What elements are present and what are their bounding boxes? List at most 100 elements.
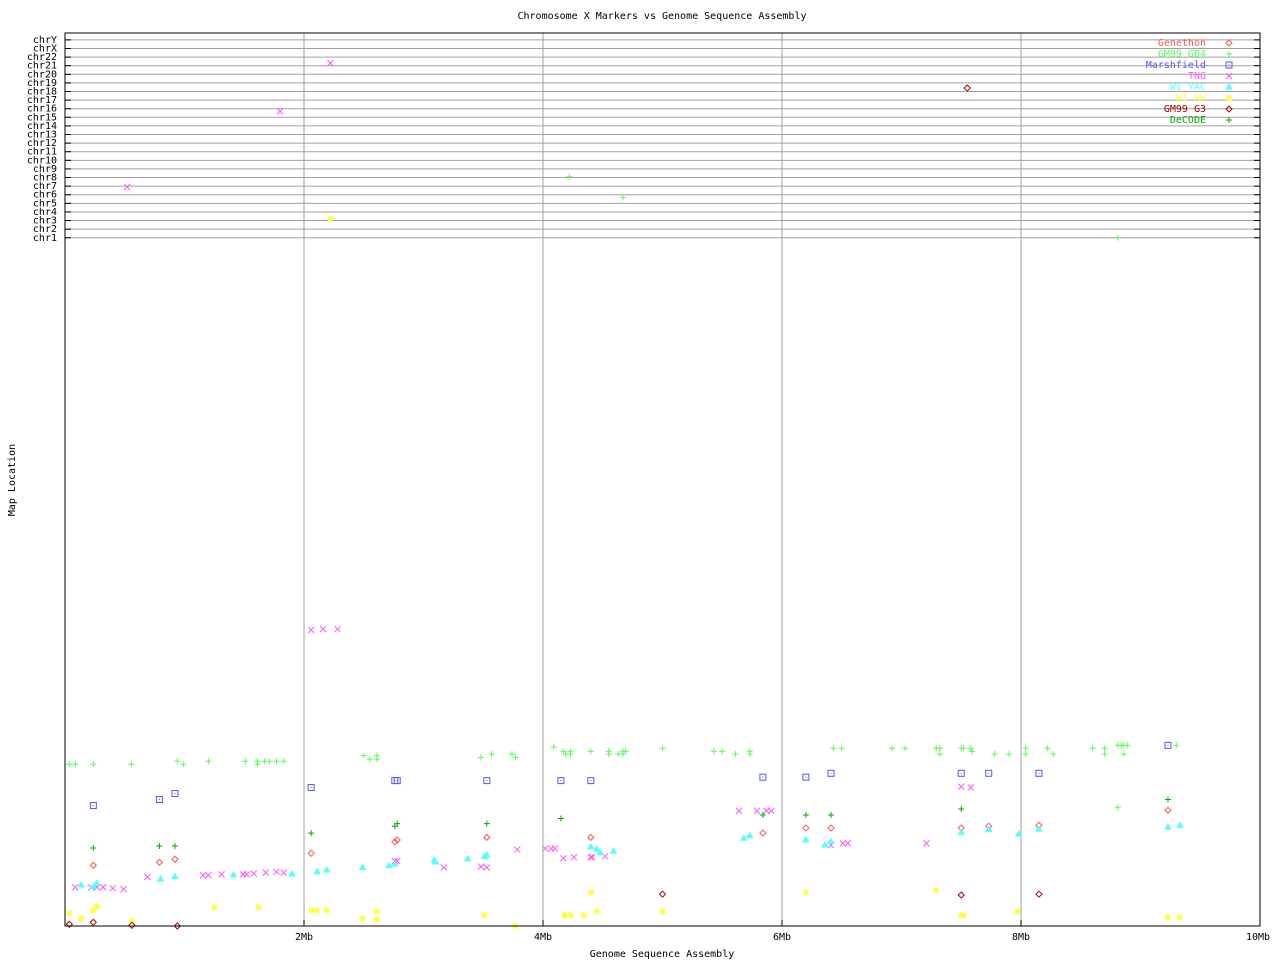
y-tick-label: chr4 — [33, 207, 57, 218]
data-point — [359, 915, 366, 922]
data-point — [308, 830, 315, 837]
data-point — [827, 837, 835, 845]
data-point — [314, 907, 321, 914]
data-point — [985, 769, 993, 777]
data-point — [902, 745, 909, 752]
data-point — [588, 853, 596, 861]
data-point — [759, 812, 766, 819]
data-point — [128, 761, 135, 768]
x-tick-label: 8Mb — [1012, 932, 1030, 943]
x-tick-label: 6Mb — [773, 932, 791, 943]
x-axis-ticks: 2Mb 4Mb 6Mb 8Mb 10Mb — [295, 920, 1270, 943]
data-point — [477, 863, 485, 870]
y-axis-label: Map Location — [7, 444, 18, 516]
series-wi-rh — [66, 215, 1183, 930]
data-point — [735, 807, 743, 815]
data-point — [936, 745, 943, 752]
data-point — [958, 805, 965, 812]
data-point — [156, 874, 165, 882]
data-point — [93, 903, 100, 910]
data-point — [1164, 914, 1172, 921]
data-point — [327, 215, 334, 222]
data-point — [463, 854, 472, 862]
data-point — [991, 750, 998, 757]
legend-marker — [1225, 105, 1233, 113]
data-point — [821, 841, 829, 848]
legend-label: Genethon — [1158, 38, 1206, 49]
data-point — [1022, 750, 1029, 757]
data-point — [1120, 750, 1127, 757]
data-point — [280, 869, 288, 877]
y-tick-label: chr7 — [33, 181, 57, 192]
data-point — [109, 884, 117, 892]
data-point — [745, 831, 754, 839]
y-tick-label: chr6 — [33, 190, 57, 201]
data-point — [92, 879, 101, 886]
y-tick-label: chr15 — [27, 112, 57, 123]
data-point — [483, 833, 491, 842]
data-point — [1050, 750, 1057, 757]
data-point — [587, 853, 595, 861]
series-gm99-g3 — [65, 84, 1043, 930]
data-point — [373, 756, 380, 763]
data-point — [1101, 745, 1108, 752]
y-axis-ticks: chr1chr2chr3chr4chr5chr6chr7chr8chr9chr1… — [27, 35, 1260, 244]
data-point — [658, 890, 667, 898]
data-point — [90, 844, 97, 851]
data-point — [957, 828, 966, 835]
data-point — [199, 871, 207, 879]
data-point — [273, 758, 280, 765]
data-point — [827, 824, 835, 832]
data-point — [1035, 769, 1043, 777]
data-point — [960, 912, 967, 919]
data-point — [128, 921, 136, 930]
data-point — [550, 744, 557, 751]
data-point — [313, 867, 322, 875]
data-point — [620, 750, 627, 757]
data-point — [440, 864, 448, 871]
data-point — [250, 870, 258, 877]
data-point — [431, 858, 440, 865]
data-point — [802, 889, 809, 896]
data-point — [586, 842, 595, 850]
data-point — [488, 750, 495, 757]
data-point — [66, 910, 73, 917]
data-point — [366, 756, 373, 763]
data-point — [77, 880, 86, 888]
series-gm99-gb4 — [66, 173, 1180, 811]
data-point — [1035, 825, 1043, 832]
legend-marker — [1225, 39, 1233, 47]
y-tick-label: chr9 — [33, 164, 57, 175]
data-point — [1164, 796, 1171, 803]
data-point — [551, 845, 559, 852]
data-point — [71, 883, 79, 891]
legend-label: Marshfield — [1146, 60, 1206, 71]
data-point — [171, 790, 179, 798]
data-point — [567, 912, 574, 919]
data-point — [1101, 750, 1108, 757]
data-point — [763, 807, 770, 815]
data-point — [746, 750, 753, 757]
data-point — [957, 891, 965, 899]
data-point — [174, 758, 181, 765]
data-point — [659, 908, 666, 915]
data-point — [557, 777, 565, 785]
data-point — [566, 173, 573, 180]
chart-title: Chromosome X Markers vs Genome Sequence … — [518, 11, 807, 22]
data-point — [580, 912, 587, 919]
data-point — [587, 833, 595, 842]
plot-frame — [64, 32, 1261, 927]
data-point — [173, 922, 182, 930]
y-tick-label: chrY — [33, 35, 57, 46]
legend-label: WI YAC — [1170, 82, 1206, 93]
data-point — [587, 748, 594, 755]
data-point — [1022, 745, 1029, 752]
data-point — [512, 754, 519, 761]
data-point — [753, 807, 761, 815]
data-point — [802, 773, 810, 781]
data-point — [513, 846, 521, 853]
data-point — [254, 761, 261, 768]
data-point — [963, 84, 971, 92]
data-point — [839, 840, 847, 847]
